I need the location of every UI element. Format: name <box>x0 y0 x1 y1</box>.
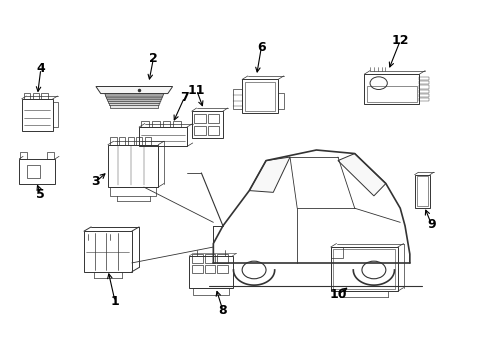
Bar <box>119 137 125 145</box>
Polygon shape <box>107 95 161 103</box>
Bar <box>136 137 142 145</box>
Bar <box>217 254 228 262</box>
Bar <box>204 265 215 274</box>
Bar <box>207 126 219 135</box>
Polygon shape <box>249 157 289 192</box>
Bar <box>162 121 170 127</box>
Bar <box>191 265 202 274</box>
Bar <box>21 99 53 131</box>
Text: 11: 11 <box>187 84 205 96</box>
Text: 2: 2 <box>149 52 158 65</box>
Text: 3: 3 <box>91 175 100 188</box>
Bar <box>194 114 205 123</box>
Bar <box>191 111 223 138</box>
Bar <box>33 93 39 99</box>
Bar <box>191 254 202 262</box>
Bar <box>204 254 215 262</box>
Bar <box>330 247 397 291</box>
Bar <box>364 74 419 104</box>
Bar <box>189 256 232 288</box>
Polygon shape <box>110 99 158 108</box>
Bar <box>278 93 283 109</box>
Polygon shape <box>104 90 163 99</box>
Bar <box>419 94 428 97</box>
Bar <box>127 137 134 145</box>
Bar <box>139 127 186 147</box>
Bar <box>53 102 58 127</box>
Bar <box>332 249 395 289</box>
Bar <box>144 137 151 145</box>
Bar <box>152 121 160 127</box>
Bar <box>27 165 41 178</box>
Bar <box>41 93 47 99</box>
Bar <box>416 176 427 207</box>
Bar <box>419 81 428 84</box>
Bar <box>19 159 55 184</box>
Bar <box>24 93 30 99</box>
Text: 1: 1 <box>110 295 119 308</box>
Bar <box>233 89 242 109</box>
Bar <box>20 153 27 159</box>
Bar <box>193 288 228 295</box>
Polygon shape <box>106 93 162 101</box>
Polygon shape <box>109 97 160 105</box>
Polygon shape <box>96 86 172 94</box>
Bar <box>419 98 428 101</box>
Bar <box>244 82 275 111</box>
Bar <box>366 86 416 102</box>
Bar <box>330 247 342 258</box>
Bar <box>419 77 428 80</box>
Text: 7: 7 <box>180 91 188 104</box>
Text: 10: 10 <box>328 288 346 301</box>
Bar <box>141 121 149 127</box>
Bar <box>194 126 205 135</box>
Bar <box>242 80 278 113</box>
Bar <box>84 231 132 272</box>
Bar <box>110 137 116 145</box>
Text: 8: 8 <box>218 304 227 317</box>
Polygon shape <box>337 154 385 196</box>
Text: 6: 6 <box>256 41 265 54</box>
Bar <box>419 85 428 89</box>
Bar <box>46 153 54 159</box>
Text: 9: 9 <box>426 217 435 231</box>
Text: 12: 12 <box>391 34 408 47</box>
Text: 4: 4 <box>37 62 45 75</box>
Bar <box>110 187 156 196</box>
Bar <box>419 90 428 93</box>
Text: 5: 5 <box>37 188 45 201</box>
Polygon shape <box>103 88 165 97</box>
Bar <box>108 145 158 187</box>
Bar <box>414 175 429 208</box>
Bar <box>207 114 219 123</box>
Bar <box>217 265 228 274</box>
Bar <box>173 121 181 127</box>
